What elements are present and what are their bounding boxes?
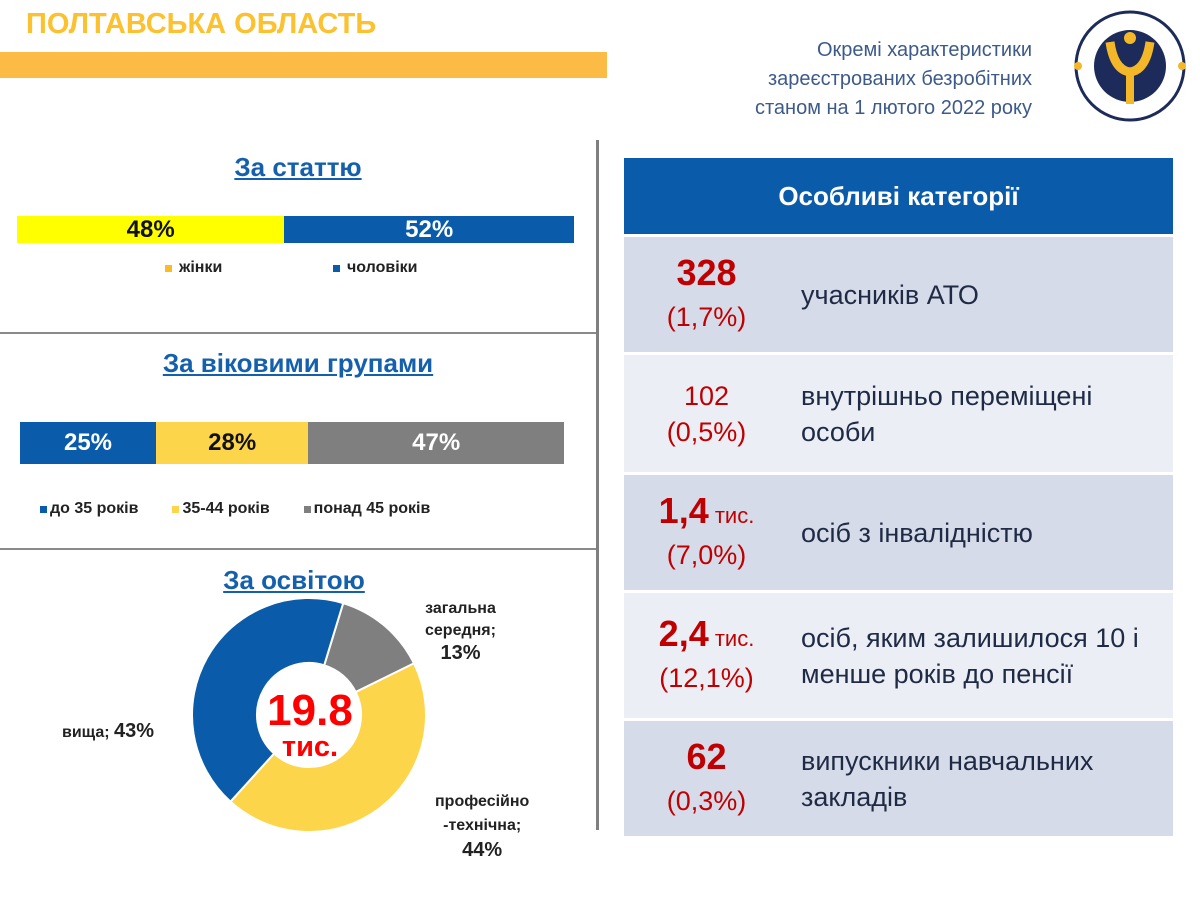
category-percent: (0,3%) <box>666 785 747 816</box>
donut-center-total: 19.8 тис. <box>255 686 365 763</box>
legend-swatch <box>172 506 180 513</box>
category-count: 328 <box>676 251 737 293</box>
total-unit: тис. <box>281 731 339 763</box>
subtitle: Окремі характеристики зареєстрованих без… <box>755 36 1032 123</box>
category-row: 328 (1,7%) учасників АТО <box>624 234 1173 352</box>
gender-bar-segment: 48% <box>17 216 285 243</box>
legend-swatch <box>303 506 311 513</box>
category-count: 1,4 <box>658 489 709 531</box>
employment-service-logo <box>1074 10 1186 122</box>
category-row: 2,4 тис. (12,1%) осіб, яким залишилося 10 … <box>624 590 1173 718</box>
gender-title: За статтю <box>234 152 362 182</box>
legend-label: чоловіки <box>347 259 418 276</box>
section-divider <box>0 332 596 334</box>
label-higher: вища; 43% <box>62 720 154 743</box>
category-unit: тис. <box>708 625 755 651</box>
panel-header: Особливі категорії <box>624 158 1173 234</box>
age-legend-item: понад 45 років <box>303 500 431 518</box>
label-value: 13% <box>440 642 481 664</box>
legend-swatch <box>333 264 340 272</box>
gender-bar: 48% 52% <box>17 216 574 243</box>
vertical-divider <box>596 140 599 830</box>
education-title: За освітою <box>223 565 365 595</box>
section-divider <box>0 548 596 550</box>
category-label: учасників АТО <box>801 279 979 310</box>
legend-swatch <box>40 506 47 513</box>
legend-label: 35-44 років <box>182 500 270 517</box>
category-unit: тис. <box>708 502 755 528</box>
total-value: 19.8 <box>267 686 353 735</box>
category-percent: (0,5%) <box>666 416 747 447</box>
special-categories-panel: Особливі категорії 328 (1,7%) учасників АТ… <box>624 158 1173 836</box>
category-label: випускники навчальних закладів <box>801 745 1094 812</box>
age-legend-item: 35-44 років <box>172 500 270 518</box>
category-label: внутрішньо переміщені особи <box>801 380 1093 447</box>
gender-bar-segment: 52% <box>284 216 574 243</box>
subtitle-line: Окремі характеристики <box>816 39 1032 61</box>
legend-label: жінки <box>179 259 223 276</box>
label-general-secondary: загальна середня; 13% <box>425 598 496 666</box>
category-row: 1,4 тис. (7,0%) осіб з інвалідністю <box>624 472 1173 590</box>
page-title: ПОЛТАВСЬКА ОБЛАСТЬ <box>26 8 377 40</box>
age-title: За віковими групами <box>162 348 434 378</box>
category-percent: (1,7%) <box>666 301 747 332</box>
legend-swatch <box>165 264 172 272</box>
category-row: 102 (0,5%) внутрішньо переміщені особи <box>624 352 1173 472</box>
category-label: осіб, яким залишилося 10 і менше років д… <box>801 622 1139 689</box>
donut-slice <box>228 662 427 833</box>
education-donut <box>191 597 427 833</box>
legend-label: понад 45 років <box>313 500 431 517</box>
age-bar: 25% 28% 47% <box>20 422 564 464</box>
label-name: професійно -технічна; <box>435 793 530 834</box>
category-label: осіб з інвалідністю <box>801 517 1033 548</box>
label-name: загальна середня; <box>425 600 496 639</box>
category-count: 62 <box>686 735 727 777</box>
subtitle-line: станом на 1 лютого 2022 року <box>754 97 1032 119</box>
gender-legend-female: жінки <box>165 259 222 277</box>
title-accent-bar <box>0 52 607 78</box>
category-percent: (7,0%) <box>666 539 747 570</box>
age-legend: до 35 років 35-44 років понад 45 років <box>40 500 430 518</box>
legend-label: до 35 років <box>50 500 139 517</box>
label-value: 44% <box>462 839 503 861</box>
category-percent: (12,1%) <box>659 662 754 693</box>
age-bar-segment: 28% <box>156 422 309 464</box>
category-count: 2,4 <box>658 612 709 654</box>
age-bar-segment: 25% <box>20 422 156 464</box>
category-count: 102 <box>683 380 730 411</box>
category-row: 62 (0,3%) випускники навчальних закладів <box>624 718 1173 836</box>
label-value: 43% <box>114 720 155 742</box>
age-bar-segment: 47% <box>308 422 564 464</box>
label-name: вища; <box>62 724 110 741</box>
donut-slice <box>191 597 345 804</box>
age-legend-item: до 35 років <box>40 500 138 518</box>
label-vocational: професійно -технічна; 44% <box>435 790 529 864</box>
subtitle-line: зареєстрованих безробітних <box>767 68 1032 90</box>
gender-legend-male: чоловіки <box>333 259 418 277</box>
